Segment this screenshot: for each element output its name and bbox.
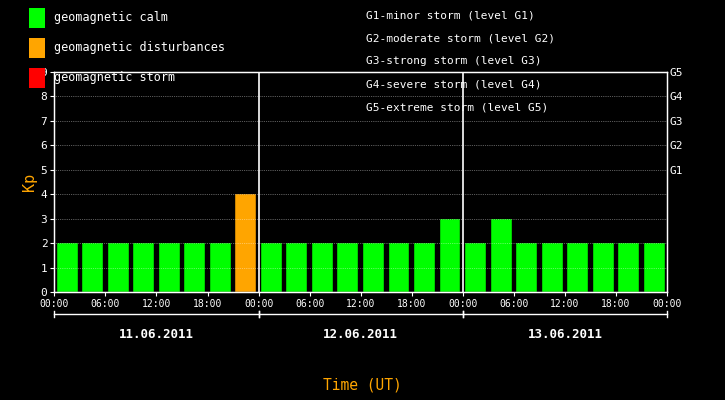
Bar (82, 243, 103, 292)
Bar (57, 243, 78, 292)
Bar (567, 243, 588, 292)
Bar (133, 243, 154, 292)
Text: geomagnetic storm: geomagnetic storm (54, 72, 175, 84)
Bar (644, 243, 665, 292)
Bar (593, 243, 613, 292)
Text: G3-strong storm (level G3): G3-strong storm (level G3) (366, 56, 542, 66)
Text: geomagnetic disturbances: geomagnetic disturbances (54, 42, 225, 54)
Bar (491, 219, 512, 292)
Bar (108, 243, 128, 292)
Text: geomagnetic calm: geomagnetic calm (54, 12, 167, 24)
Bar (261, 243, 282, 292)
Text: G5-extreme storm (level G5): G5-extreme storm (level G5) (366, 103, 548, 113)
Text: 13.06.2011: 13.06.2011 (527, 328, 602, 340)
Bar (542, 243, 563, 292)
Text: 11.06.2011: 11.06.2011 (119, 328, 194, 340)
Bar (439, 219, 460, 292)
Bar (286, 243, 307, 292)
Bar (389, 243, 410, 292)
Bar (414, 243, 435, 292)
Text: G4-severe storm (level G4): G4-severe storm (level G4) (366, 80, 542, 90)
Bar (210, 243, 231, 292)
Text: G1-minor storm (level G1): G1-minor storm (level G1) (366, 10, 535, 20)
Text: Time (UT): Time (UT) (323, 377, 402, 392)
Bar (363, 243, 384, 292)
Text: 12.06.2011: 12.06.2011 (323, 328, 398, 340)
Y-axis label: Kp: Kp (22, 173, 36, 191)
Bar (618, 243, 639, 292)
Bar (184, 243, 205, 292)
Text: G2-moderate storm (level G2): G2-moderate storm (level G2) (366, 33, 555, 43)
Bar (312, 243, 333, 292)
Bar (337, 243, 358, 292)
Bar (159, 243, 180, 292)
Bar (236, 194, 256, 292)
Bar (516, 243, 537, 292)
Bar (465, 243, 486, 292)
